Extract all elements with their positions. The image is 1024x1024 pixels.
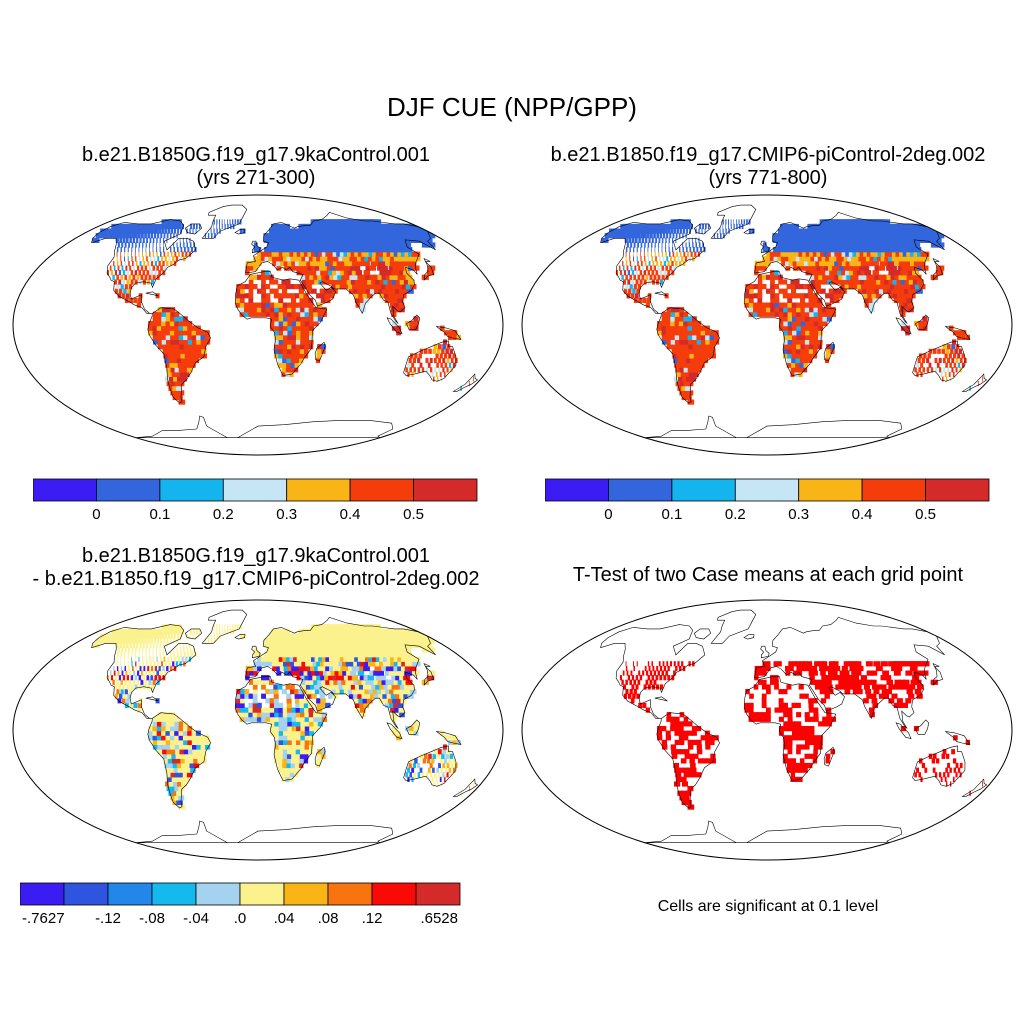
coastlines (91, 204, 479, 438)
colorbar-box (371, 882, 417, 906)
colorbar-tick-label: 0.1 (149, 506, 170, 523)
coastlines (600, 609, 988, 843)
colorbar-box (671, 478, 736, 502)
colorbar-tick-label: .12 (362, 910, 383, 927)
colorbar-tick-label: 0.2 (213, 506, 234, 523)
panel-4-title-line-1: T-Test of two Case means at each grid po… (572, 564, 964, 586)
colorbar-tick-label: .6528 (420, 910, 458, 927)
colorbar-box (195, 882, 241, 906)
colorbar-cue-1: 0 0.1 0.2 0.3 0.4 0.5 (33, 478, 478, 523)
grid-cells (619, 661, 983, 810)
colorbar-tick-label: -.08 (139, 910, 165, 927)
colorbar-tick-label: 0.1 (661, 506, 682, 523)
colorbar-tick-label: 0.5 (915, 506, 936, 523)
colorbar-tick-label: 0 (92, 506, 100, 523)
colorbar-box (608, 478, 673, 502)
colorbar-box (107, 882, 153, 906)
colorbar-box (925, 478, 990, 502)
colorbar-box (415, 882, 461, 906)
panel-1-title-line-1: b.e21.B1850G.f19_g17.9kaControl.001 (81, 144, 431, 166)
grid-cells (92, 219, 474, 405)
colorbar-box (734, 478, 800, 502)
colorbar-tick-label: -.7627 (22, 910, 65, 927)
map-frame (12, 599, 504, 861)
colorbar-box (349, 478, 414, 502)
colorbar-difference: -.7627 -.12 -.08 -.04 .0 .04 .08 .12 .6528 (20, 882, 461, 927)
grid-cells (92, 624, 474, 810)
colorbar-tick-label: 0.3 (276, 506, 297, 523)
panel-3-title: b.e21.B1850G.f19_g17.9kaControl.001 - b.… (0, 545, 518, 591)
colorbar-tick-label: .0 (234, 910, 247, 927)
panel-3-title-line-1: b.e21.B1850G.f19_g17.9kaControl.001 (81, 545, 431, 567)
colorbar-tick-label: 0.2 (725, 506, 746, 523)
panel-3-title-line-2: - b.e21.B1850.f19_g17.CMIP6-piControl-2d… (32, 568, 480, 590)
map-panel-ttest (521, 599, 1013, 861)
colorbar-box (63, 882, 109, 906)
panel-1-title: b.e21.B1850G.f19_g17.9kaControl.001 (yrs… (0, 144, 512, 190)
panel-4-title: T-Test of two Case means at each grid po… (512, 564, 1024, 587)
map-panel-difference (12, 599, 504, 861)
figure-title: DJF CUE (NPP/GPP) (387, 92, 637, 122)
colorbar-box (545, 478, 609, 502)
colorbar-tick-label: 0.3 (788, 506, 809, 523)
colorbar-box (33, 478, 97, 502)
map-frame (521, 194, 1013, 456)
colorbar-tick-label: .08 (318, 910, 339, 927)
colorbar-tick-label: 0.4 (340, 506, 361, 523)
map-panel-9ka-cue (12, 194, 504, 456)
map-frame (12, 194, 504, 456)
panel-2-title: b.e21.B1850.f19_g17.CMIP6-piControl-2deg… (512, 144, 1024, 190)
colorbar-cue-2: 0 0.1 0.2 0.3 0.4 0.5 (545, 478, 990, 523)
colorbar-tick-label: .04 (274, 910, 295, 927)
colorbar-box (286, 478, 351, 502)
colorbar-box (222, 478, 288, 502)
colorbar-tick-label: 0.4 (852, 506, 873, 523)
colorbar-box (861, 478, 926, 502)
coastlines (600, 204, 988, 438)
colorbar-tick-label: 0 (604, 506, 612, 523)
map-frame (521, 599, 1013, 861)
colorbar-box (96, 478, 161, 502)
grid-cells (601, 219, 983, 405)
colorbar-tick-label: -.04 (183, 910, 209, 927)
colorbar-box (20, 882, 65, 906)
colorbar-box (413, 478, 478, 502)
significance-footnote: Cells are significant at 0.1 level (657, 898, 879, 915)
coastlines (91, 609, 479, 843)
colorbar-tick-label: -.12 (95, 910, 121, 927)
map-panel-pi-cue (521, 194, 1013, 456)
colorbar-box (239, 882, 285, 906)
colorbar-box (151, 882, 197, 906)
colorbar-box (159, 478, 224, 502)
panel-2-title-line-1: b.e21.B1850.f19_g17.CMIP6-piControl-2deg… (550, 144, 986, 166)
colorbar-box (327, 882, 373, 906)
panel-2-title-line-2: (yrs 771-800) (708, 167, 828, 189)
panel-1-title-line-2: (yrs 271-300) (196, 167, 316, 189)
colorbar-tick-label: 0.5 (403, 506, 424, 523)
colorbar-box (798, 478, 863, 502)
colorbar-box (283, 882, 329, 906)
